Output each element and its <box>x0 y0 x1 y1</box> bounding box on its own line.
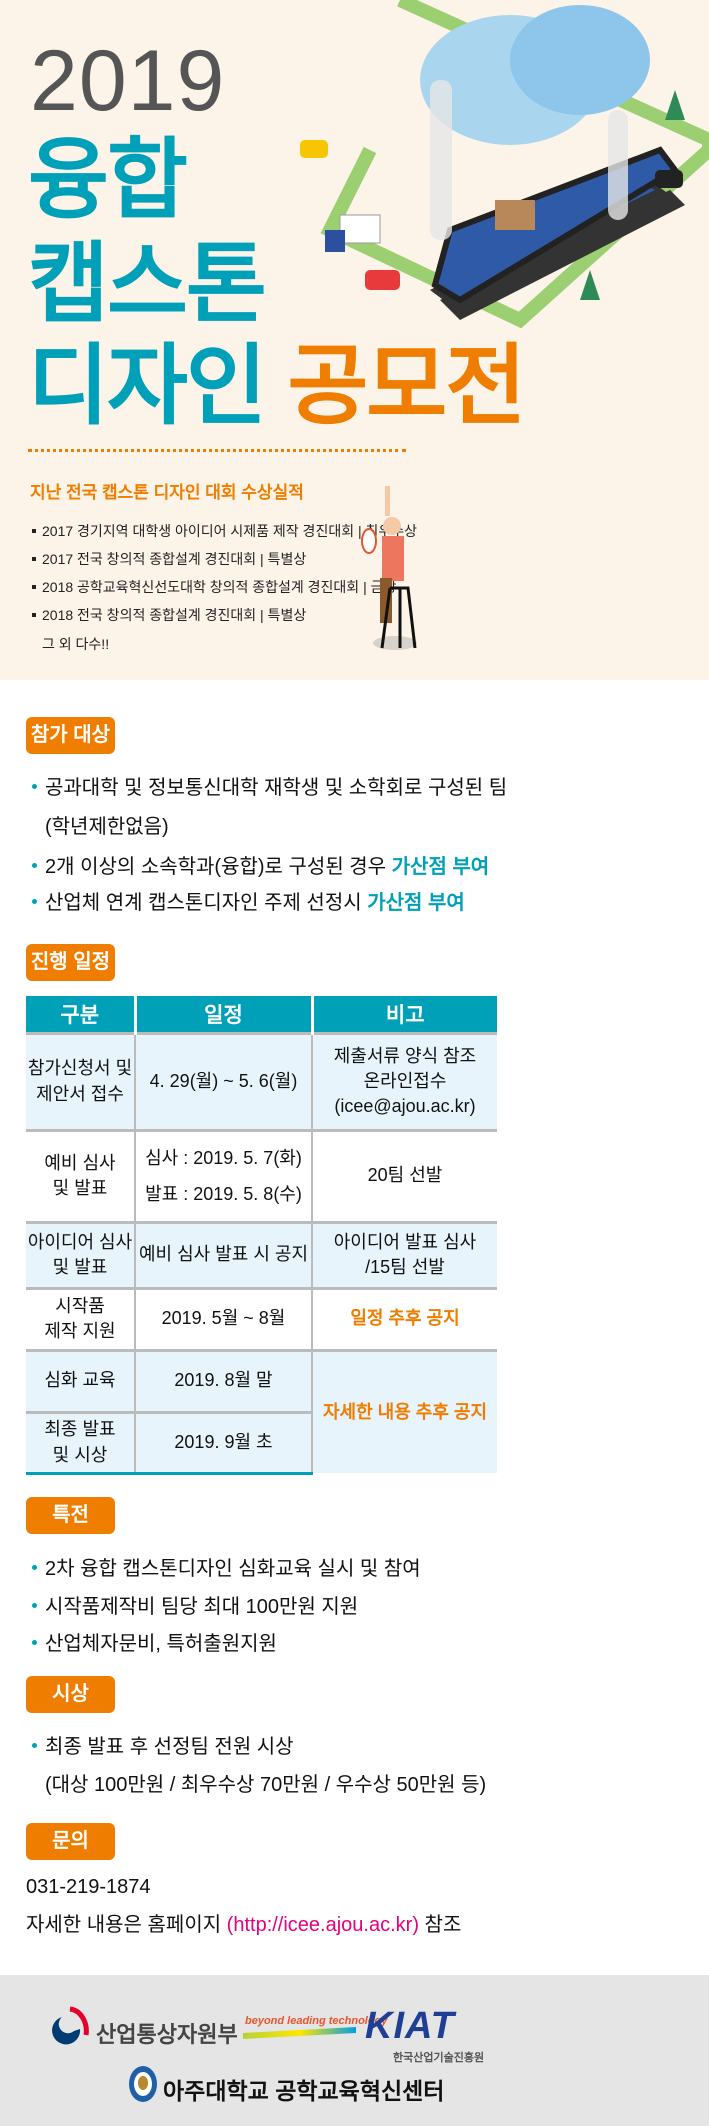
header-note: 비고 <box>310 996 497 1033</box>
eligibility-item: 2개 이상의 소속학과(융합)로 구성된 경우 가산점 부여 <box>32 850 489 879</box>
eligibility-item: 공과대학 및 정보통신대학 재학생 및 소학회로 구성된 팀 <box>32 771 507 800</box>
contact-website: 자세한 내용은 홈페이지 (http://icee.ajou.ac.kr) 참조 <box>26 1914 462 1936</box>
megaphone-icon <box>361 528 377 554</box>
motie-logo-text: 산업통상자원부 <box>96 2022 238 2047</box>
awards-more: 그 외 다수!! <box>42 636 110 652</box>
city-phone-illustration <box>300 0 709 329</box>
table-row: 참가신청서 및 제안서 접수 4. 29(월) ~ 5. 6(월) 제출서류 양… <box>26 1031 497 1130</box>
contact-badge: 문의 <box>26 1823 115 1860</box>
hero-title-line2: 캡스톤 <box>28 234 267 333</box>
benefit-item: 2차 융합 캡스톤디자인 심화교육 실시 및 참여 <box>32 1552 421 1581</box>
title-design: 디자인 <box>28 336 267 435</box>
awards-heading: 지난 전국 캡스톤 디자인 대회 수상실적 <box>30 483 304 502</box>
table-row: 아이디어 심사 및 발표 예비 심사 발표 시 공지 아이디어 발표 심사 /1… <box>26 1220 497 1288</box>
schedule-badge: 진행 일정 <box>26 944 115 981</box>
award-item: 2017 전국 창의적 종합설계 경진대회 | 특별상 <box>30 549 306 569</box>
dotted-divider <box>28 449 406 452</box>
taegeuk-emblem-icon <box>52 2006 89 2045</box>
table-header: 구분 일정 비고 <box>26 996 497 1033</box>
prize-item: 최종 발표 후 선정팀 전원 시상 <box>32 1730 294 1759</box>
slogan-logo-text: beyond leading technology <box>245 2015 388 2027</box>
prize-item-cont: (대상 100만원 / 최우수상 70만원 / 우수상 50만원 등) <box>45 1774 487 1796</box>
header-date: 일정 <box>133 996 312 1033</box>
award-item: 2018 공학교육혁신선도대학 창의적 종합설계 경진대회 | 금상 <box>30 577 396 597</box>
kiat-logo-text: KIAT <box>365 2005 455 2047</box>
table-row: 시작품 제작 지원 2019. 5월 ~ 8월 일정 추후 공지 <box>26 1286 497 1350</box>
ajou-emblem-icon <box>129 2066 157 2102</box>
ajou-logo-text: 아주대학교 공학교육혁신센터 <box>163 2078 445 2104</box>
table-row: 최종 발표 및 시상 2019. 9월 초 <box>26 1410 497 1475</box>
truck-icon <box>325 230 345 252</box>
hero-title-line3: 디자인 공모전 <box>28 342 526 430</box>
website-link[interactable]: (http://icee.ajou.ac.kr) <box>226 1914 419 1936</box>
kiat-subtitle: 한국산업기술진흥원 <box>393 2052 485 2064</box>
eligibility-badge: 참가 대상 <box>26 717 115 754</box>
boxes-icon <box>495 200 535 230</box>
benefits-badge: 특전 <box>26 1497 115 1534</box>
benefit-item: 시작품제작비 팀당 최대 100만원 지원 <box>32 1590 358 1619</box>
tree-icon <box>665 90 685 120</box>
hero-title-line1: 융합 <box>28 130 188 229</box>
table-row: 예비 심사 및 발표 심사 : 2019. 5. 7(화) 발표 : 2019.… <box>26 1128 497 1222</box>
eligibility-item-cont: (학년제한없음) <box>45 816 169 838</box>
table-row: 심화 교육 2019. 8월 말 자세한 내용 추후 공지 <box>26 1348 497 1473</box>
hero-year: 2019 <box>30 33 226 129</box>
award-item: 2017 경기지역 대학생 아이디어 시제품 제작 경진대회 | 최우수상 <box>30 521 417 541</box>
benefit-item: 산업체자문비, 특허출원지원 <box>32 1627 277 1656</box>
eligibility-item: 산업체 연계 캡스톤디자인 주제 선정시 가산점 부여 <box>32 886 465 915</box>
header-category: 구분 <box>26 996 135 1033</box>
megaphone-person-illustration <box>361 486 417 650</box>
footer-logos: 산업통상자원부 beyond leading technology KIAT 한… <box>0 1975 709 2126</box>
prizes-badge: 시상 <box>26 1676 115 1713</box>
contact-phone: 031-219-1874 <box>26 1876 151 1898</box>
schedule-table: 구분 일정 비고 참가신청서 및 제안서 접수 4. 29(월) ~ 5. 6(… <box>26 996 497 1475</box>
title-contest: 공모전 <box>287 336 526 435</box>
award-item: 2018 전국 창의적 종합설계 경진대회 | 특별상 <box>30 605 306 625</box>
car-icon <box>300 140 328 158</box>
slogan-swoosh <box>243 2027 356 2039</box>
